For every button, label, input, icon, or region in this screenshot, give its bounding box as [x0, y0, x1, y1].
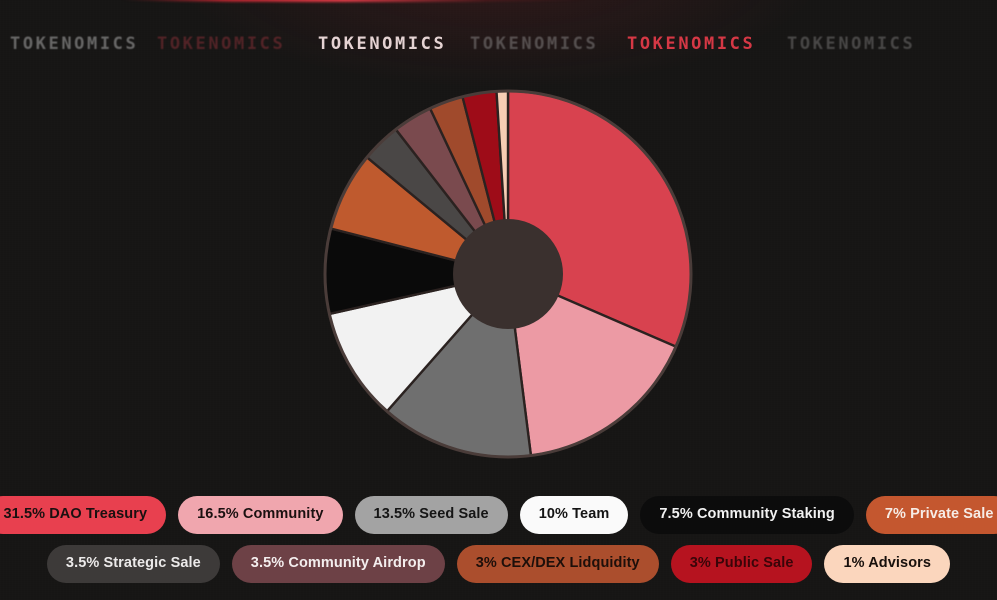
legend-pill-7-private-sale[interactable]: 7% Private Sale — [865, 495, 997, 534]
marquee-word-5: TOKENOMICS — [627, 33, 756, 54]
tokenomics-donut-chart — [318, 88, 698, 460]
legend-pill-31-5-dao-treasury[interactable]: 31.5% DAO Treasury — [0, 495, 167, 534]
chart-legend: 31.5% DAO Treasury 16.5% Community 13.5% S… — [0, 490, 997, 588]
tokenomics-marquee: TOKENOMICS TOKENOMICS TOKENOMICS TOKENOMICS… — [0, 26, 997, 62]
legend-pill-3-5-community-airdrop[interactable]: 3.5% Community Airdrop — [231, 544, 445, 583]
legend-row-1: 31.5% DAO Treasury 16.5% Community 13.5% S… — [0, 490, 997, 539]
donut-svg — [323, 89, 693, 459]
legend-pill-16-5-community[interactable]: 16.5% Community — [178, 495, 343, 534]
top-edge-glow — [120, 0, 590, 2]
marquee-word-4: TOKENOMICS — [470, 33, 599, 54]
legend-pill-3-public-sale[interactable]: 3% Public Sale — [670, 544, 813, 583]
legend-pill-13-5-seed-sale[interactable]: 13.5% Seed Sale — [354, 495, 508, 534]
marquee-word-3: TOKENOMICS — [318, 33, 447, 54]
legend-pill-10-team[interactable]: 10% Team — [519, 495, 629, 534]
legend-pill-3-5-strategic-sale[interactable]: 3.5% Strategic Sale — [46, 544, 220, 583]
marquee-word-6: TOKENOMICS — [787, 33, 916, 54]
marquee-word-1: TOKENOMICS — [10, 33, 139, 54]
legend-row-2: 3.5% Strategic Sale 3.5% Community Airdro… — [0, 539, 997, 588]
donut-center-hub — [453, 219, 563, 329]
marquee-word-2: TOKENOMICS — [157, 33, 286, 54]
legend-pill-1-advisors[interactable]: 1% Advisors — [824, 544, 951, 583]
legend-pill-7-5-community-staking[interactable]: 7.5% Community Staking — [640, 495, 854, 534]
legend-pill-3-cex-dex-lidquidity[interactable]: 3% CEX/DEX Lidquidity — [456, 544, 659, 583]
donut-outer-ring — [323, 89, 693, 459]
